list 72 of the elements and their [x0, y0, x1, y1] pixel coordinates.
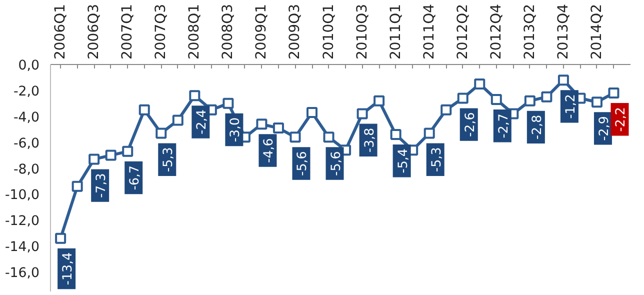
point [356, 108, 368, 120]
y-tick-label: -12,0 [5, 214, 40, 230]
data-label: -5,3 [428, 147, 444, 172]
data-label: -2,8 [528, 114, 544, 140]
data-label: -6,7 [126, 165, 142, 190]
x-tick-label: 2011Q1 [388, 4, 404, 60]
data-label: -2,2 [612, 107, 628, 132]
data-label: -2,9 [596, 116, 611, 141]
y-tick-label: -8,0 [13, 162, 40, 178]
point [608, 88, 620, 99]
x-tick-label: 2012Q4 [488, 4, 504, 60]
point [323, 132, 334, 143]
data-label: -3,8 [361, 128, 376, 152]
point [541, 91, 552, 102]
point [524, 95, 536, 106]
point [72, 180, 83, 192]
data-label: -3,0 [227, 117, 242, 142]
point [222, 98, 234, 109]
point [424, 128, 435, 139]
point [138, 104, 150, 116]
y-tick-label: -14,0 [5, 240, 40, 256]
point [306, 106, 318, 118]
data-label: -2,7 [495, 114, 510, 138]
y-tick-label: -10,0 [5, 188, 40, 204]
data-label: -7,3 [93, 173, 108, 198]
x-tick-label: 2014Q2 [588, 4, 605, 60]
point [256, 118, 268, 130]
x-tick-label: 2006Q3 [86, 4, 102, 60]
data-label: -1,2 [562, 94, 578, 119]
point [558, 74, 569, 86]
point [440, 104, 452, 116]
point [55, 232, 66, 244]
point [88, 154, 100, 165]
x-tick-label: 2009Q3 [287, 4, 304, 60]
x-tick-label: 2006Q1 [52, 4, 69, 60]
x-tick-label: 2008Q3 [220, 4, 236, 60]
y-tick-label: -4,0 [13, 110, 40, 126]
point [457, 92, 468, 104]
x-tick-label: 2007Q1 [120, 4, 136, 60]
y-tick-label: -6,0 [13, 136, 40, 152]
y-tick-label: -16,0 [5, 266, 40, 282]
point [390, 129, 402, 140]
point [374, 95, 385, 106]
data-label: -2,4 [194, 110, 209, 134]
point [591, 96, 602, 108]
point [490, 94, 502, 106]
x-tick-label: 2013Q2 [522, 4, 538, 60]
point [189, 90, 200, 102]
point [272, 122, 284, 134]
point [122, 146, 134, 157]
data-label: -2,6 [462, 112, 477, 137]
x-tick-label: 2010Q3 [354, 4, 370, 60]
x-tick-label: 2012Q2 [454, 4, 471, 60]
point [172, 114, 184, 126]
point [105, 150, 116, 161]
point [290, 132, 301, 143]
x-tick-label: 2008Q1 [186, 4, 203, 60]
data-label: -5,6 [328, 151, 343, 176]
data-label: -13,4 [60, 252, 75, 286]
data-label: -5,4 [394, 148, 410, 174]
data-label: -5,3 [160, 147, 176, 172]
data-label: -5,6 [294, 151, 310, 176]
data-label: -4,6 [260, 138, 276, 163]
x-tick-label: 2010Q1 [320, 4, 337, 60]
y-tick-label: -2,0 [13, 84, 40, 100]
x-tick-label: 2013Q4 [555, 4, 572, 60]
x-tick-label: 2009Q1 [254, 4, 270, 60]
point [474, 78, 486, 90]
point [156, 128, 167, 139]
y-tick-label: 0,0 [18, 58, 40, 74]
x-tick-label: 2007Q3 [153, 4, 170, 60]
x-tick-label: 2011Q4 [421, 4, 438, 60]
